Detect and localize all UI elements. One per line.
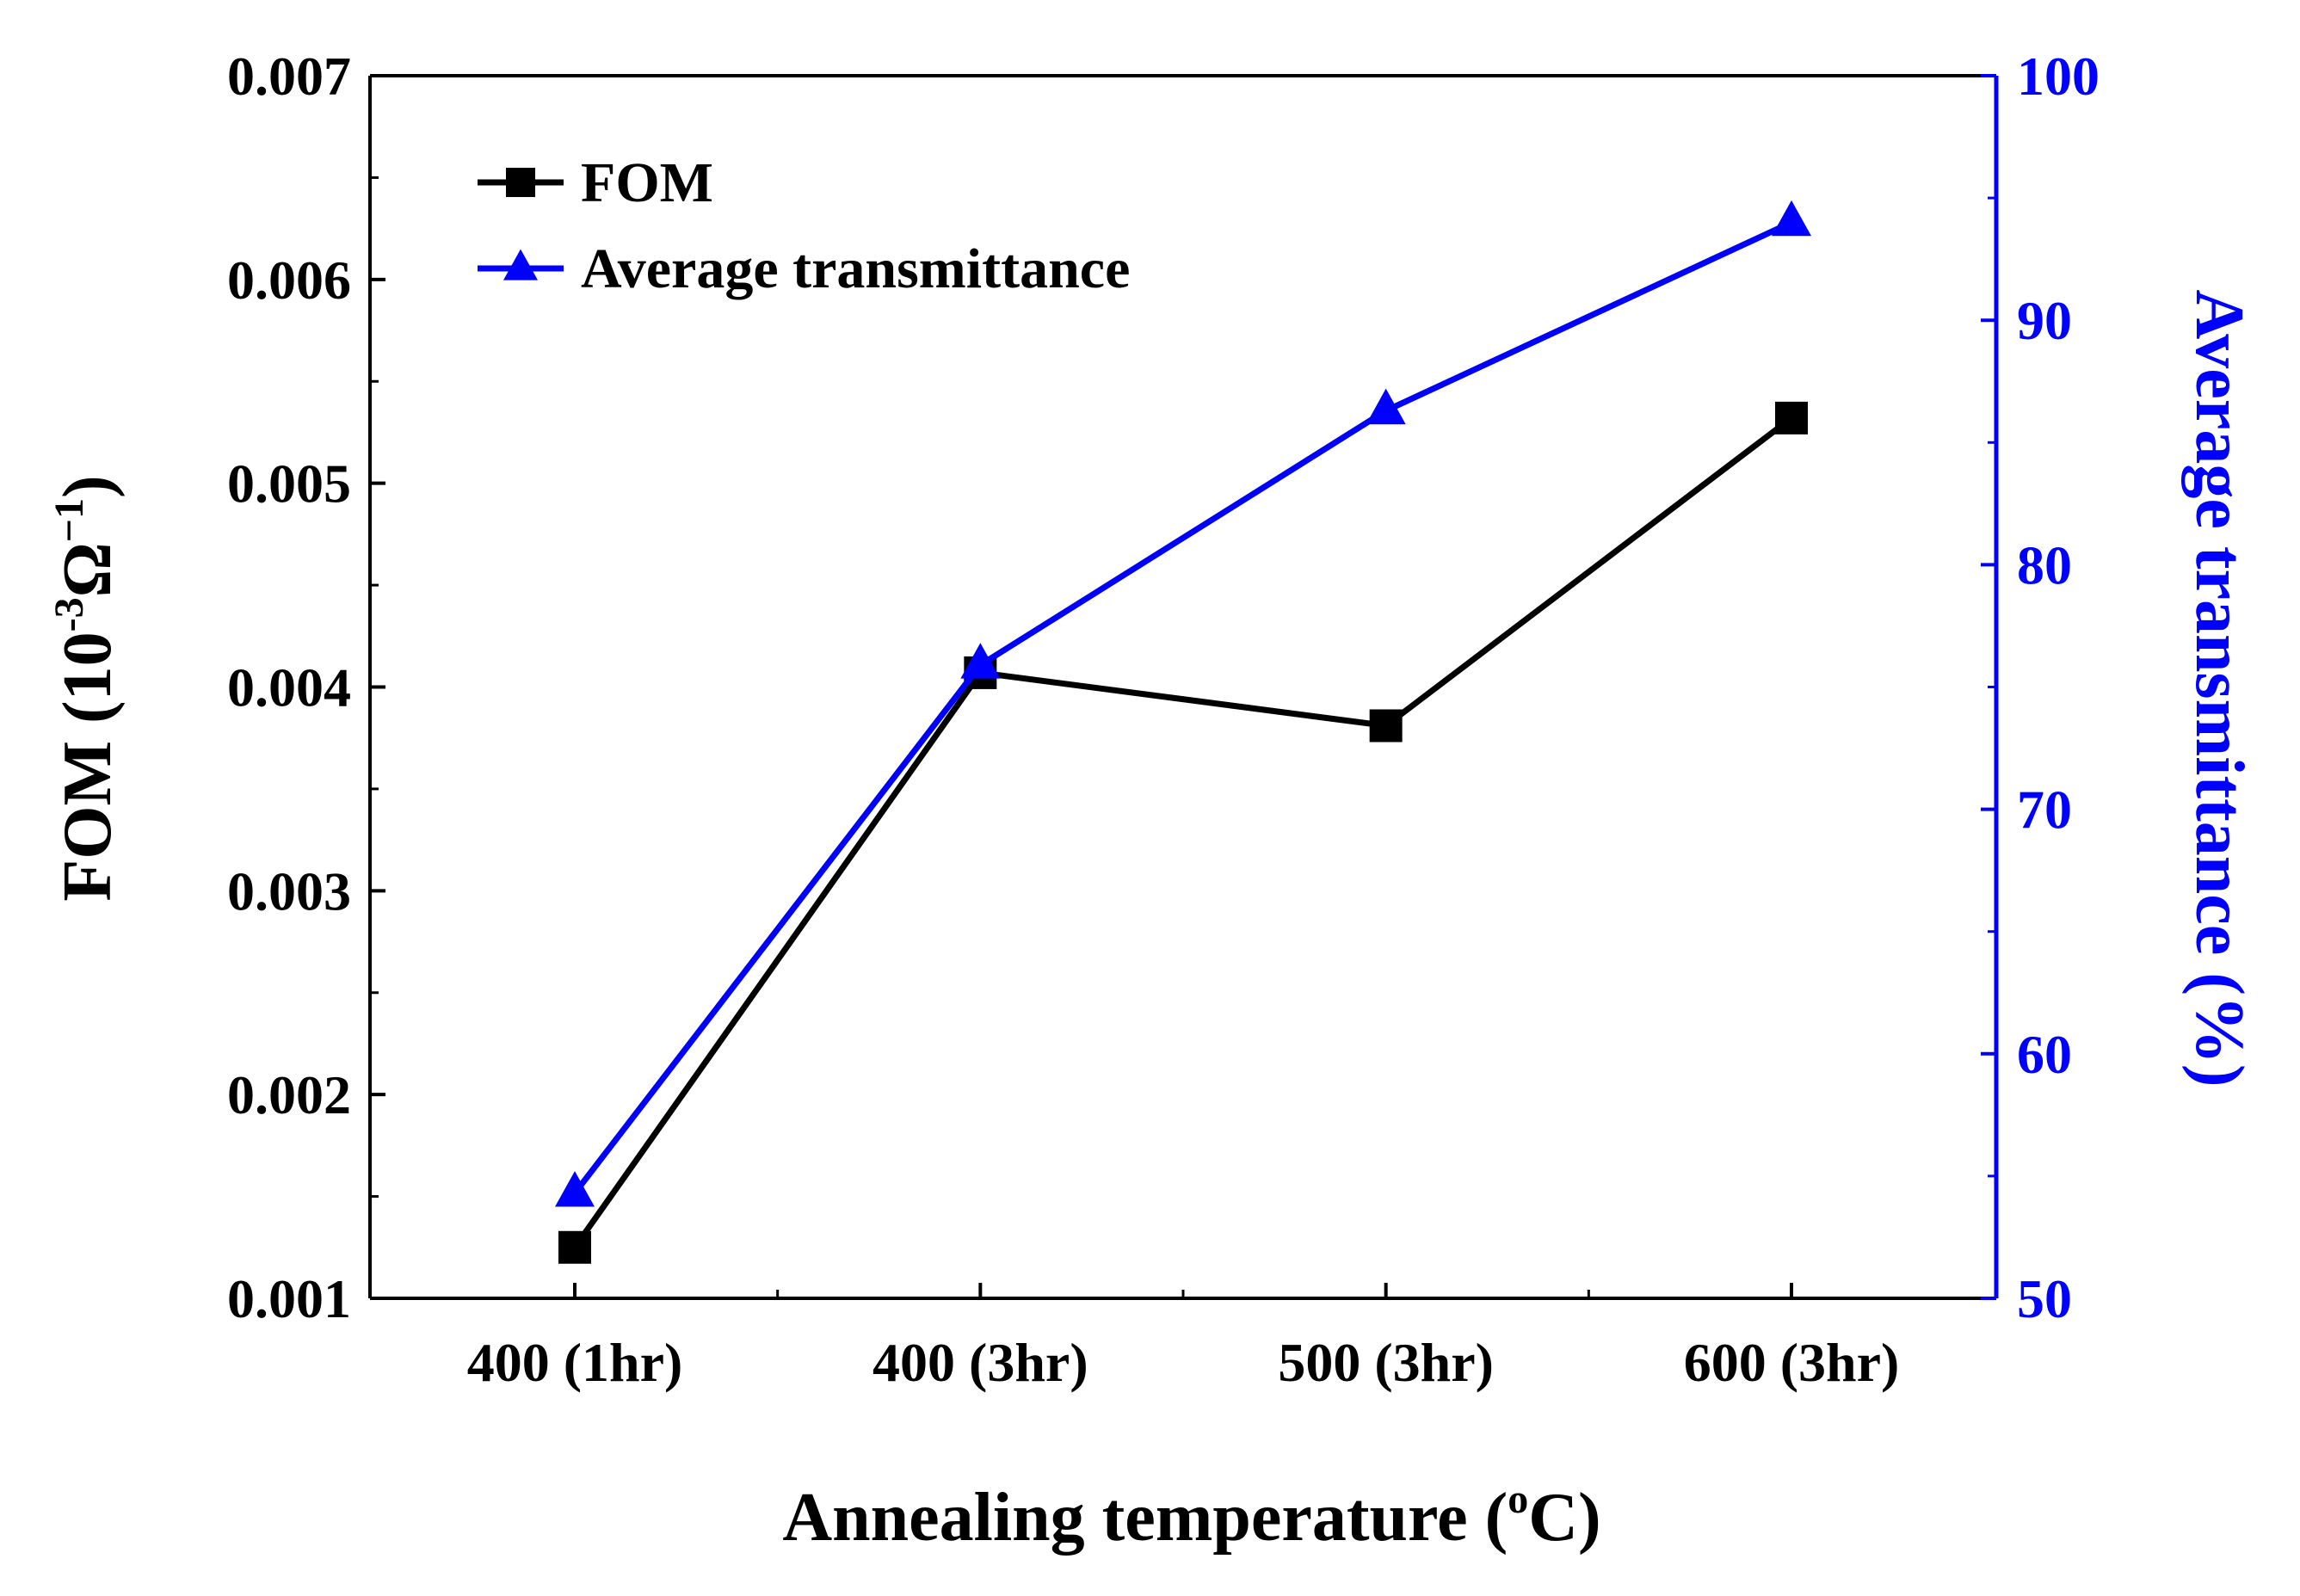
x-tick-label: 400 (1hr) (467, 1332, 683, 1393)
legend-label: Average transmittance (581, 237, 1130, 300)
right-y-axis-title: Average transmittance (%) (2181, 289, 2257, 1087)
series-average-transmittance (555, 200, 1811, 1207)
left-y-tick-label: 0.005 (227, 453, 351, 515)
left-y-tick-label: 0.003 (227, 860, 351, 921)
series-fom (558, 401, 1808, 1264)
fom-data-point (1369, 709, 1403, 743)
left-y-tick-label: 0.002 (227, 1064, 351, 1125)
right-y-tick-label: 50 (2017, 1268, 2072, 1329)
transmittance-data-point (1366, 388, 1406, 425)
legend-item-average-transmittance: Average transmittance (478, 237, 1130, 300)
transmittance-data-point (1772, 200, 1811, 237)
x-tick-label: 400 (3hr) (873, 1332, 1088, 1393)
left-y-tick-label: 0.007 (227, 46, 351, 107)
right-y-tick-label: 100 (2017, 46, 2100, 107)
transmittance-series-line (572, 219, 1793, 1195)
x-tick-label: 500 (3hr) (1278, 1332, 1494, 1393)
x-tick-label: 600 (3hr) (1684, 1332, 1900, 1393)
legend-square-marker (506, 168, 535, 197)
right-y-tick-label: 90 (2017, 290, 2072, 351)
right-y-tick-label: 70 (2017, 780, 2072, 841)
x-axis-title: Annealing temperature (oC) (782, 1476, 1600, 1556)
transmittance-data-point (555, 1171, 595, 1207)
fom-data-point (1775, 401, 1808, 434)
transmittance-data-point (960, 643, 1001, 679)
legend-label: FOM (581, 151, 713, 214)
left-y-tick-label: 0.004 (227, 657, 351, 718)
left-y-tick-label: 0.006 (227, 250, 351, 311)
left-y-tick-label: 0.001 (227, 1268, 351, 1329)
legend-item-fom: FOM (478, 151, 713, 214)
fom-series-line (572, 416, 1794, 1249)
right-y-tick-label: 80 (2017, 534, 2072, 595)
legend-triangle-marker (503, 249, 538, 280)
right-y-tick-label: 60 (2017, 1024, 2072, 1085)
fom-data-point (558, 1230, 591, 1264)
left-y-axis-title: FOM (10-3Ω−1) (46, 475, 126, 901)
